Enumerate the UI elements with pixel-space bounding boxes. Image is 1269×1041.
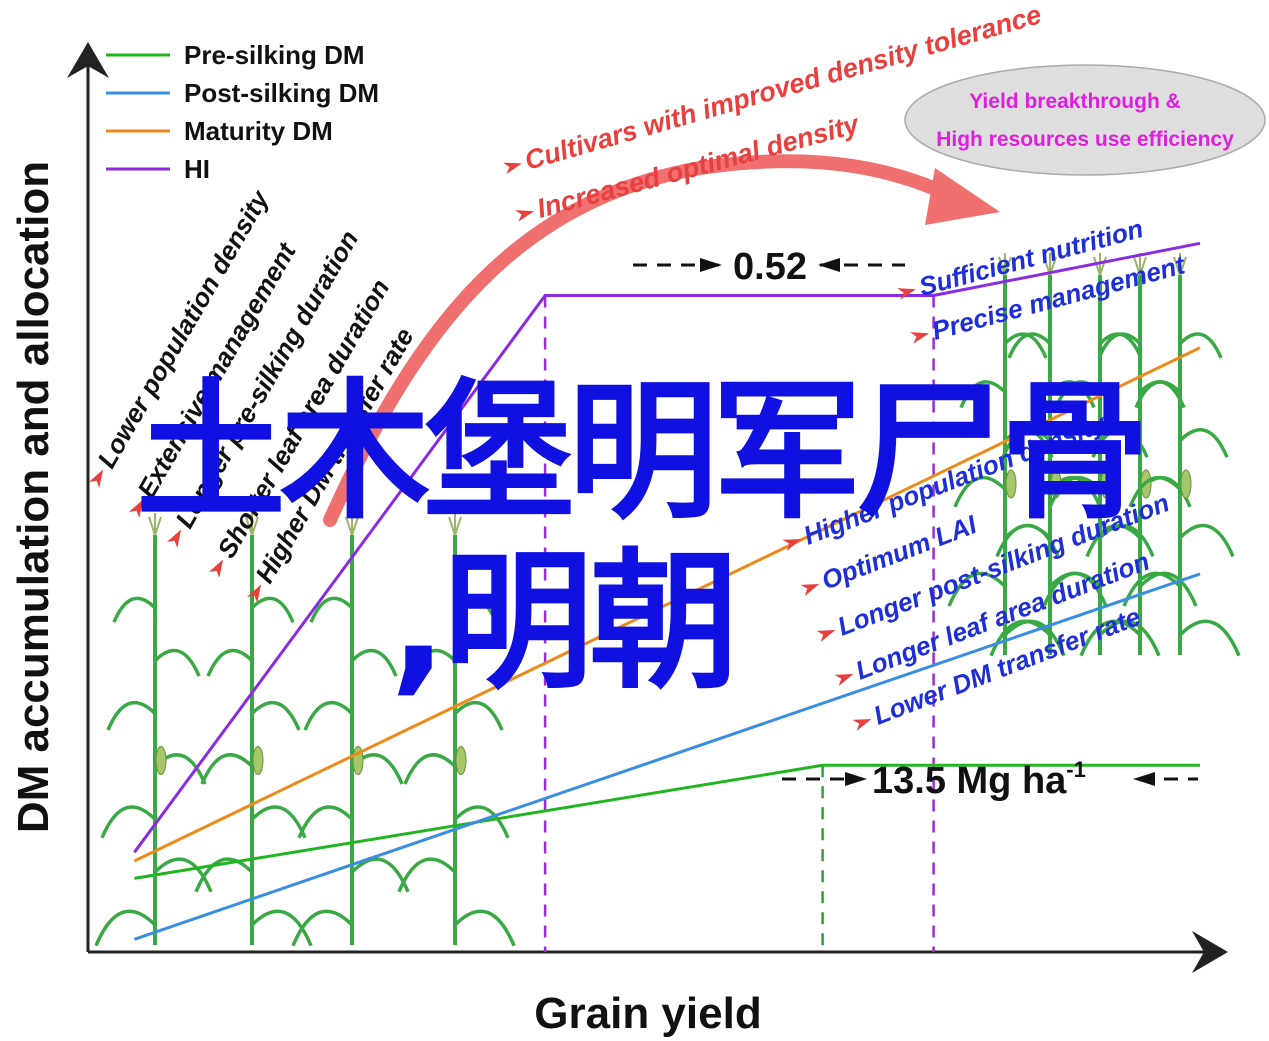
x-axis-label: Grain yield xyxy=(534,989,761,1038)
overlay-title: 土木堡明军尸骨 xyxy=(135,366,1150,540)
hi-difference-annotation: 0.52 xyxy=(633,246,905,288)
ellipse-line-1: Yield breakthrough & xyxy=(969,90,1181,113)
improvement-arrow xyxy=(323,154,1000,527)
axes xyxy=(67,42,1228,973)
maize-plants-illustration xyxy=(94,253,1241,947)
arc-arrow-body xyxy=(323,154,967,527)
maize-plant xyxy=(194,513,313,947)
yield-annotation: 13.5 Mg ha-1 xyxy=(782,757,1198,802)
hi-value: 0.52 xyxy=(733,246,807,288)
maize-plant xyxy=(397,513,516,947)
series-line-maturity xyxy=(133,346,1201,863)
overlay-subtitle: ,明朝 xyxy=(390,536,739,710)
arc-arrow-head xyxy=(925,168,1000,225)
maize-plant xyxy=(291,513,410,947)
legend-label: HI xyxy=(184,154,210,184)
ellipse-line-2: High resources use efficiency xyxy=(936,128,1234,151)
series-line-hi xyxy=(133,241,1201,854)
maize-plant xyxy=(94,513,213,947)
legend-label: Pre-silking DM xyxy=(184,40,365,70)
yield-value: 13.5 Mg ha xyxy=(872,760,1067,802)
dashed-markers xyxy=(543,295,935,952)
maize-plant xyxy=(1122,253,1241,657)
legend-label: Post-silking DM xyxy=(184,78,379,108)
legend: Pre-silking DM Post-silking DM Maturity DM… xyxy=(106,40,379,184)
yield-superscript: -1 xyxy=(1066,757,1086,782)
maize-plant xyxy=(1042,253,1161,657)
legend-label: Maturity DM xyxy=(184,116,333,146)
series-line-pre_silking xyxy=(134,763,1200,880)
yield-breakthrough-ellipse: Yield breakthrough & High resources use … xyxy=(904,64,1266,176)
y-axis-label: DM accumulation and allocation xyxy=(9,161,58,833)
series-lines xyxy=(133,241,1201,941)
svg-text:13.5 Mg ha-1: 13.5 Mg ha-1 xyxy=(872,757,1086,802)
series-line-post_silking xyxy=(133,572,1201,941)
